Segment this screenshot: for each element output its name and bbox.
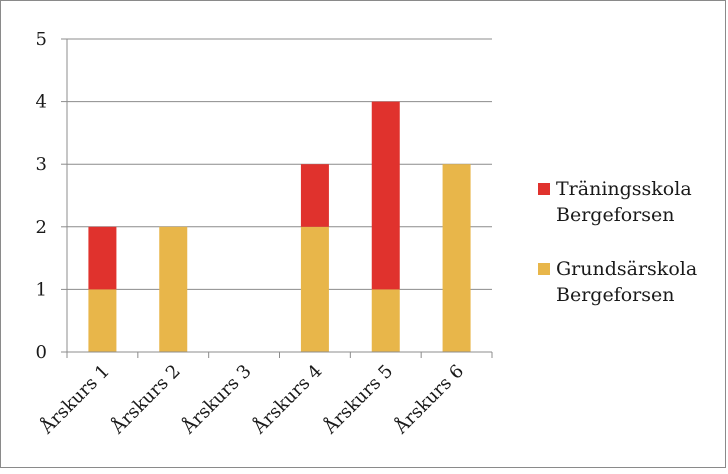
x-tick-label: Årskurs 5 [319, 360, 398, 439]
bar-segment [371, 101, 400, 290]
x-tick-label: Årskurs 4 [248, 360, 327, 439]
bar-segment [371, 289, 400, 352]
y-tick-labels: 0 1 2 3 4 5 [36, 29, 47, 363]
y-tick-label: 0 [36, 342, 47, 363]
bar-segment [442, 164, 471, 352]
bar-segment [88, 289, 117, 352]
y-tick-label: 1 [36, 279, 47, 300]
bar-segment [88, 226, 117, 290]
gridlines [67, 38, 492, 290]
bar-segment [300, 164, 329, 227]
legend-label: Träningsskola Bergeforsen [556, 178, 692, 226]
x-tick-label: Årskurs 3 [177, 360, 256, 439]
y-tick-label: 3 [36, 154, 47, 175]
bar-segment [300, 226, 329, 352]
legend-label: Grundsärskola Bergeforsen [556, 258, 697, 306]
legend-swatch [538, 263, 550, 275]
x-tick-label: Årskurs 6 [389, 360, 468, 439]
axes [61, 38, 493, 358]
bar-segment [159, 226, 188, 352]
y-tick-label: 2 [36, 217, 47, 238]
legend: Träningsskola Bergeforsen Grundsärskola Ber… [538, 178, 697, 306]
y-tick-label: 5 [36, 29, 47, 50]
x-tick-label: Årskurs 2 [106, 360, 185, 439]
y-tick-label: 4 [36, 92, 47, 113]
legend-swatch [538, 183, 550, 195]
x-tick-label: Årskurs 1 [35, 360, 114, 439]
bars [88, 101, 471, 352]
